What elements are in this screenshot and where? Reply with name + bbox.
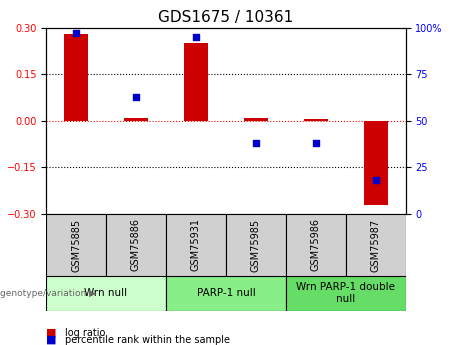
- Text: GSM75886: GSM75886: [131, 218, 141, 272]
- Text: genotype/variation ▶: genotype/variation ▶: [0, 289, 96, 298]
- Text: Wrn PARP-1 double
null: Wrn PARP-1 double null: [296, 283, 395, 304]
- Point: [132, 94, 140, 99]
- Bar: [304, 119, 328, 121]
- Bar: [46, 276, 166, 310]
- Text: Wrn null: Wrn null: [84, 288, 128, 298]
- Bar: [166, 214, 226, 276]
- Text: GSM75987: GSM75987: [371, 218, 381, 272]
- Bar: [46, 214, 106, 276]
- Bar: [226, 214, 286, 276]
- Point: [372, 178, 379, 183]
- Text: log ratio: log ratio: [65, 328, 105, 338]
- Bar: [286, 276, 406, 310]
- Text: GSM75985: GSM75985: [251, 218, 261, 272]
- Bar: [166, 276, 286, 310]
- Bar: [106, 214, 166, 276]
- Point: [252, 140, 260, 146]
- Point: [72, 30, 80, 36]
- Bar: [346, 214, 406, 276]
- Text: PARP-1 null: PARP-1 null: [196, 288, 255, 298]
- Bar: [124, 118, 148, 121]
- Text: GSM75885: GSM75885: [71, 218, 81, 272]
- Bar: [184, 43, 208, 121]
- Text: GSM75931: GSM75931: [191, 218, 201, 272]
- Bar: [244, 118, 268, 121]
- Text: ■: ■: [46, 335, 57, 345]
- Point: [312, 140, 319, 146]
- Text: percentile rank within the sample: percentile rank within the sample: [65, 335, 230, 345]
- Text: ■: ■: [46, 328, 57, 338]
- Bar: [286, 214, 346, 276]
- Point: [192, 34, 200, 40]
- Title: GDS1675 / 10361: GDS1675 / 10361: [158, 10, 294, 25]
- Bar: [64, 34, 88, 121]
- Text: GSM75986: GSM75986: [311, 218, 321, 272]
- Bar: [364, 121, 388, 205]
